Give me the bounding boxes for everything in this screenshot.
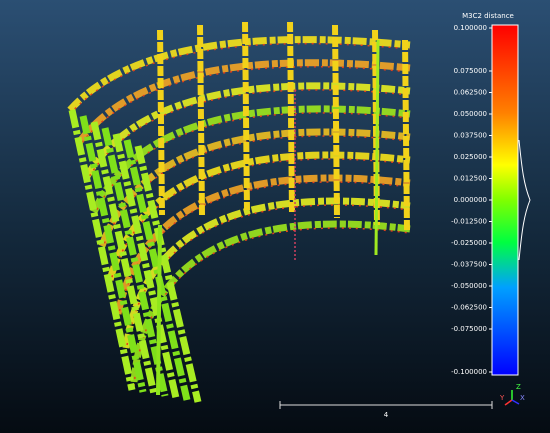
axis-x-label: X — [520, 394, 525, 402]
scale-title: M3C2 distance — [462, 12, 514, 20]
cloud-strip — [90, 121, 158, 395]
cloud-strip — [101, 127, 169, 397]
cloud-strip — [123, 139, 191, 401]
cloud-strip — [79, 115, 147, 393]
histogram — [518, 139, 531, 261]
tick-label: -0.050000 — [451, 282, 487, 290]
tick-label: -0.100000 — [451, 368, 487, 376]
axis-y — [504, 399, 513, 406]
tick-label: -0.012500 — [451, 218, 487, 226]
scale-bar-label: 4 — [384, 411, 389, 419]
cloud-band — [122, 197, 411, 349]
cloud-pillar — [157, 29, 165, 216]
cloud-edge — [109, 158, 411, 285]
tick-label: 0.050000 — [454, 110, 487, 118]
cloud-pillar — [197, 24, 205, 216]
tick-label: -0.062500 — [451, 304, 487, 312]
tick-label: 0.000000 — [454, 196, 487, 204]
tick-label: 0.075000 — [454, 67, 487, 75]
cloud-edge — [93, 112, 411, 217]
cloud-edge — [77, 65, 411, 149]
tick-label: -0.025000 — [451, 239, 487, 247]
cloud-pillar — [242, 21, 250, 211]
point-cloud — [67, 21, 411, 403]
cloud-strip — [68, 109, 136, 391]
cloud-band — [75, 59, 411, 147]
cloud-strip — [134, 145, 202, 403]
tick-label: 0.100000 — [454, 24, 487, 32]
axis-x — [511, 399, 520, 405]
tick-label: 0.025000 — [454, 153, 487, 161]
cloud-band — [106, 151, 411, 281]
scale-ticks: 0.100000 0.075000 0.062500 0.050000 0.037500… — [451, 24, 492, 376]
cloud-edge — [69, 42, 411, 115]
tick-label: 0.012500 — [454, 175, 487, 183]
tick-label: -0.037500 — [451, 261, 487, 269]
axis-z-label: Z — [516, 383, 521, 391]
cloud-post — [156, 224, 162, 396]
axis-y-label: Y — [499, 394, 505, 402]
cloud-edge — [101, 135, 411, 251]
tick-label: -0.075000 — [451, 325, 487, 333]
cloud-strip — [112, 133, 180, 399]
cloud-pillar — [287, 21, 295, 213]
cloud-band — [67, 36, 411, 113]
cloud-pillar — [402, 39, 410, 231]
cloud-pillar — [332, 24, 340, 219]
tick-label: 0.037500 — [454, 132, 487, 140]
color-scale — [491, 24, 519, 376]
cloud-post — [374, 39, 380, 256]
cloud-band — [114, 174, 411, 315]
tick-label: 0.062500 — [454, 89, 487, 97]
